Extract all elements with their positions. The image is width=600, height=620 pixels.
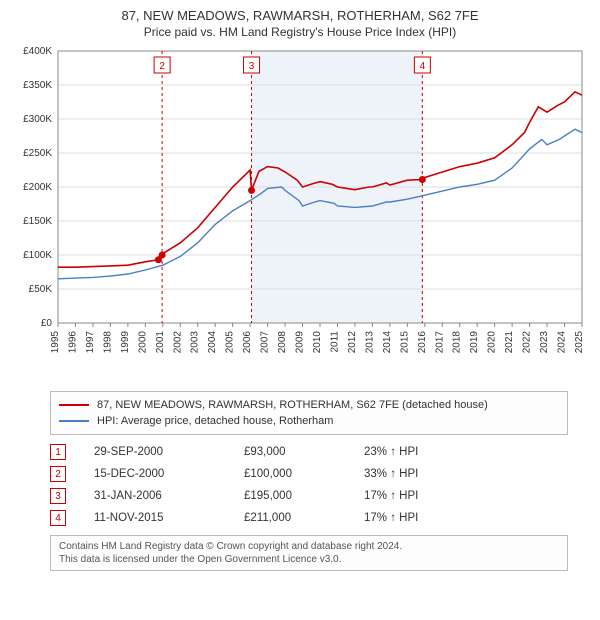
tx-price: £100,000 [244, 468, 364, 480]
svg-text:2013: 2013 [364, 331, 375, 354]
svg-text:2024: 2024 [557, 331, 568, 354]
svg-text:2010: 2010 [312, 331, 323, 354]
svg-text:2004: 2004 [207, 331, 218, 354]
tx-diff: 23% ↑ HPI [364, 446, 484, 458]
root: 87, NEW MEADOWS, RAWMARSH, ROTHERHAM, S6… [0, 0, 600, 579]
chart-svg: £0 £50K £100K £150K £200K £250K £300K £350K £400… [12, 45, 588, 385]
tx-diff: 17% ↑ HPI [364, 512, 484, 524]
svg-text:2003: 2003 [190, 331, 201, 354]
svg-text:2022: 2022 [522, 331, 533, 354]
svg-text:£50K: £50K [29, 284, 53, 295]
svg-text:2000: 2000 [137, 331, 148, 354]
legend-swatch [59, 404, 89, 406]
legend-item: HPI: Average price, detached house, Roth… [59, 413, 559, 429]
svg-text:4: 4 [420, 61, 426, 72]
table-row: 3 31-JAN-2006 £195,000 17% ↑ HPI [50, 485, 550, 507]
svg-text:2012: 2012 [347, 331, 358, 354]
svg-text:2002: 2002 [172, 331, 183, 354]
tx-date: 15-DEC-2000 [94, 468, 244, 480]
tx-date: 29-SEP-2000 [94, 446, 244, 458]
svg-text:2005: 2005 [225, 331, 236, 354]
svg-text:2: 2 [159, 61, 165, 72]
table-row: 2 15-DEC-2000 £100,000 33% ↑ HPI [50, 463, 550, 485]
footer-line-2: This data is licensed under the Open Gov… [59, 553, 559, 566]
svg-text:£150K: £150K [23, 216, 52, 227]
svg-text:2019: 2019 [469, 331, 480, 354]
svg-text:£100K: £100K [23, 250, 52, 261]
tx-diff: 17% ↑ HPI [364, 490, 484, 502]
legend-label: 87, NEW MEADOWS, RAWMARSH, ROTHERHAM, S6… [97, 399, 488, 411]
svg-text:2006: 2006 [242, 331, 253, 354]
svg-text:2020: 2020 [487, 331, 498, 354]
title-line-1: 87, NEW MEADOWS, RAWMARSH, ROTHERHAM, S6… [12, 8, 588, 23]
footer: Contains HM Land Registry data © Crown c… [50, 535, 568, 571]
tx-price: £195,000 [244, 490, 364, 502]
tx-date: 11-NOV-2015 [94, 512, 244, 524]
marker-badge: 4 [50, 510, 66, 526]
legend: 87, NEW MEADOWS, RAWMARSH, ROTHERHAM, S6… [50, 391, 568, 435]
svg-text:1999: 1999 [120, 331, 131, 354]
title-line-2: Price paid vs. HM Land Registry's House … [12, 25, 588, 39]
transaction-table: 1 29-SEP-2000 £93,000 23% ↑ HPI 2 15-DEC… [50, 441, 550, 529]
svg-text:2009: 2009 [295, 331, 306, 354]
svg-text:2021: 2021 [504, 331, 515, 354]
svg-text:2023: 2023 [539, 331, 550, 354]
svg-text:£200K: £200K [23, 182, 52, 193]
marker-badge: 2 [50, 466, 66, 482]
legend-label: HPI: Average price, detached house, Roth… [97, 415, 333, 427]
svg-text:2001: 2001 [155, 331, 166, 354]
svg-text:2014: 2014 [382, 331, 393, 354]
svg-text:1998: 1998 [102, 331, 113, 354]
svg-text:2017: 2017 [434, 331, 445, 354]
svg-text:2015: 2015 [399, 331, 410, 354]
svg-text:2008: 2008 [277, 331, 288, 354]
svg-text:1997: 1997 [85, 331, 96, 354]
legend-item: 87, NEW MEADOWS, RAWMARSH, ROTHERHAM, S6… [59, 397, 559, 413]
svg-text:£0: £0 [41, 318, 53, 329]
tx-price: £93,000 [244, 446, 364, 458]
table-row: 1 29-SEP-2000 £93,000 23% ↑ HPI [50, 441, 550, 463]
svg-text:£250K: £250K [23, 148, 52, 159]
marker-badge: 3 [50, 488, 66, 504]
marker-badge: 1 [50, 444, 66, 460]
legend-swatch [59, 420, 89, 422]
table-row: 4 11-NOV-2015 £211,000 17% ↑ HPI [50, 507, 550, 529]
svg-text:2011: 2011 [329, 331, 340, 353]
tx-date: 31-JAN-2006 [94, 490, 244, 502]
tx-price: £211,000 [244, 512, 364, 524]
svg-text:1996: 1996 [67, 331, 78, 354]
svg-text:£300K: £300K [23, 114, 52, 125]
tx-diff: 33% ↑ HPI [364, 468, 484, 480]
svg-text:2025: 2025 [574, 331, 585, 354]
svg-text:£400K: £400K [23, 46, 52, 57]
svg-text:3: 3 [249, 61, 255, 72]
svg-text:1995: 1995 [50, 331, 61, 354]
footer-line-1: Contains HM Land Registry data © Crown c… [59, 540, 559, 553]
svg-text:2007: 2007 [260, 331, 271, 354]
svg-text:£350K: £350K [23, 80, 52, 91]
chart: £0 £50K £100K £150K £200K £250K £300K £350K £400… [12, 45, 588, 385]
title-block: 87, NEW MEADOWS, RAWMARSH, ROTHERHAM, S6… [12, 8, 588, 39]
svg-text:2016: 2016 [417, 331, 428, 354]
svg-text:2018: 2018 [452, 331, 463, 354]
